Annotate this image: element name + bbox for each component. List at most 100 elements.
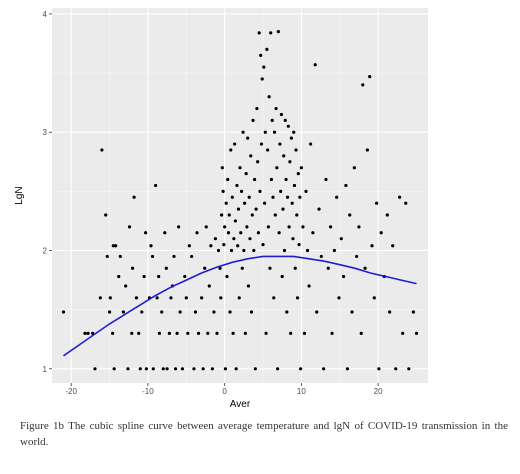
data-point xyxy=(142,274,146,279)
data-point xyxy=(114,244,118,248)
data-point xyxy=(324,177,328,182)
data-point xyxy=(212,310,216,314)
data-point xyxy=(295,296,300,300)
plot-panel xyxy=(52,8,428,383)
data-point xyxy=(259,142,264,146)
data-point xyxy=(241,130,245,134)
data-point xyxy=(302,331,307,335)
data-point xyxy=(178,310,182,314)
data-point xyxy=(107,310,112,314)
data-point xyxy=(134,296,139,300)
data-point xyxy=(192,367,196,371)
data-point xyxy=(262,201,267,205)
data-point xyxy=(350,310,354,314)
data-point xyxy=(100,148,104,152)
data-point xyxy=(161,367,165,371)
data-point xyxy=(345,367,350,371)
data-point xyxy=(279,112,284,117)
data-point xyxy=(335,195,339,199)
data-point xyxy=(337,296,341,300)
data-point xyxy=(86,331,90,335)
data-point xyxy=(305,248,310,253)
data-point xyxy=(130,331,134,335)
data-point xyxy=(388,310,392,314)
data-point xyxy=(311,231,315,235)
data-point xyxy=(278,142,282,146)
data-point xyxy=(221,189,225,193)
data-point xyxy=(167,331,172,335)
data-point xyxy=(281,207,285,211)
data-point xyxy=(117,274,121,279)
data-point xyxy=(200,296,204,300)
data-point xyxy=(257,31,261,35)
data-point xyxy=(235,183,239,188)
data-point xyxy=(249,310,254,314)
data-point xyxy=(248,237,252,241)
data-point xyxy=(233,219,237,223)
data-point xyxy=(98,296,102,300)
data-point xyxy=(203,266,207,270)
data-point xyxy=(326,266,330,270)
data-point xyxy=(266,225,270,229)
data-point xyxy=(144,231,148,235)
data-point xyxy=(290,201,294,205)
data-point xyxy=(260,77,264,81)
data-point xyxy=(108,296,112,300)
data-point xyxy=(216,248,221,253)
data-point xyxy=(226,231,231,235)
data-point xyxy=(287,225,291,229)
data-point xyxy=(370,244,374,248)
x-axis-ticks: -20 -10 0 10 20 xyxy=(65,383,383,396)
data-point xyxy=(255,106,259,111)
spline-curve xyxy=(63,255,417,357)
data-point xyxy=(165,367,169,371)
data-point xyxy=(297,242,301,247)
data-point xyxy=(226,177,230,182)
data-point xyxy=(379,231,383,235)
data-point xyxy=(341,274,346,279)
data-point xyxy=(209,244,213,248)
data-point xyxy=(295,213,299,217)
x-tick-label: 0 xyxy=(222,387,227,396)
data-point xyxy=(173,367,178,371)
data-point xyxy=(228,310,232,314)
data-point xyxy=(190,254,194,259)
data-point xyxy=(296,172,300,176)
data-point xyxy=(229,248,234,253)
data-point xyxy=(276,367,280,371)
data-point xyxy=(282,248,287,253)
data-point xyxy=(272,130,277,134)
y-axis-title: LgN xyxy=(14,186,25,204)
data-point xyxy=(236,207,241,211)
data-point xyxy=(328,225,333,229)
data-point xyxy=(137,331,141,335)
data-point xyxy=(175,331,179,335)
data-point xyxy=(262,65,266,69)
data-point xyxy=(411,310,416,314)
data-point xyxy=(268,266,272,270)
data-point xyxy=(247,195,251,199)
data-point xyxy=(246,284,251,288)
data-point xyxy=(292,183,297,188)
data-point xyxy=(132,195,136,199)
data-point xyxy=(149,244,153,248)
data-point xyxy=(256,231,261,235)
data-point xyxy=(284,177,288,182)
data-point xyxy=(269,177,274,182)
data-point xyxy=(279,189,283,193)
data-point xyxy=(363,266,367,270)
data-point xyxy=(344,183,348,188)
data-point xyxy=(265,47,269,52)
data-point xyxy=(207,284,211,288)
data-point xyxy=(317,207,321,211)
data-point xyxy=(233,142,237,146)
data-point xyxy=(186,331,190,335)
data-point xyxy=(365,148,369,152)
data-point xyxy=(150,254,155,259)
data-point xyxy=(292,130,296,134)
data-point xyxy=(153,183,158,188)
data-point xyxy=(237,296,241,300)
data-point xyxy=(339,237,343,241)
data-point xyxy=(308,142,313,146)
data-point xyxy=(259,53,263,57)
